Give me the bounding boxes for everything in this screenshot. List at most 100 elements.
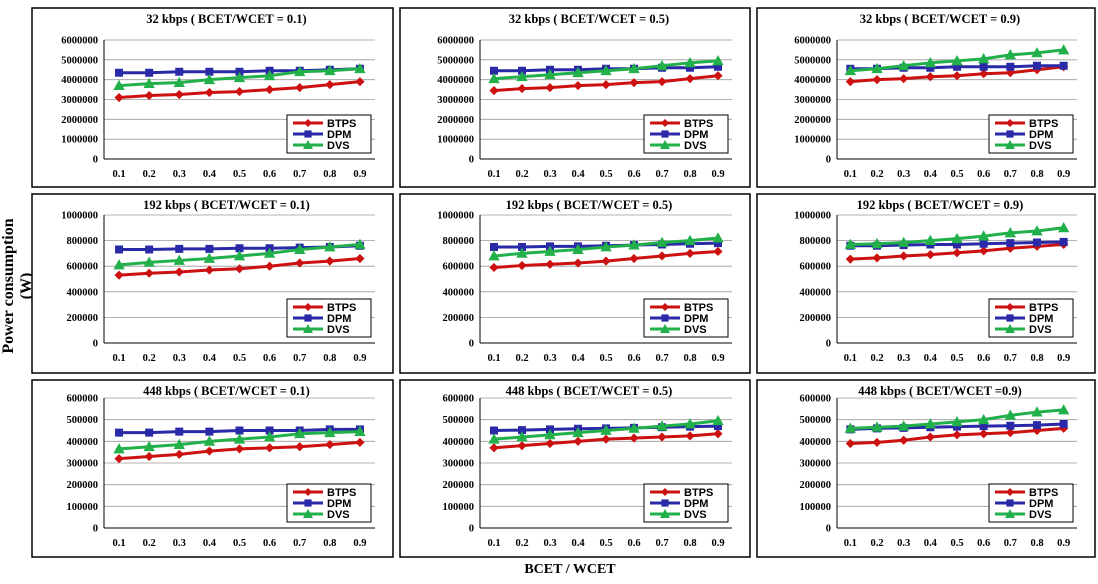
legend-marker-btps	[1006, 488, 1014, 496]
data-point-btps	[925, 250, 935, 260]
data-point-btps	[114, 92, 124, 103]
x-tick-label: 0.7	[655, 353, 668, 364]
x-tick-label: 0.1	[844, 169, 857, 180]
legend-marker-btps	[304, 488, 312, 496]
legend-label: BTPS	[327, 487, 356, 499]
data-point-btps	[629, 253, 639, 264]
y-tick-label: 1000000	[437, 211, 474, 222]
data-point-btps	[144, 90, 154, 101]
legend-label: DPM	[684, 498, 708, 510]
legend-label: BTPS	[1029, 118, 1058, 130]
x-tick-label: 0.3	[173, 169, 186, 180]
x-tick-label: 0.8	[323, 169, 336, 180]
y-tick-label: 0	[93, 339, 98, 350]
data-point-dpm	[518, 66, 526, 75]
legend-marker-dvs	[303, 140, 313, 149]
data-point-dvs	[263, 69, 276, 81]
data-point-btps	[685, 248, 695, 258]
y-tick-label: 0	[93, 524, 98, 535]
data-point-dvs	[354, 62, 366, 74]
data-point-btps	[979, 69, 989, 79]
x-tick-label: 0.2	[515, 353, 528, 364]
data-point-btps	[629, 433, 639, 443]
data-point-dvs	[684, 418, 696, 429]
data-point-dvs	[113, 79, 125, 91]
data-point-btps	[355, 77, 365, 87]
chart-title: 32 kbps ( BCET/WCET = 0.5)	[509, 12, 669, 26]
legend-box	[286, 298, 372, 338]
data-point-btps	[601, 80, 611, 90]
data-point-btps	[713, 71, 723, 81]
data-point-dvs	[897, 236, 910, 247]
x-tick-label: 0.9	[353, 353, 366, 364]
y-tick-label: 6000000	[437, 36, 474, 47]
data-point-btps	[174, 89, 184, 100]
x-tick-label: 0.4	[924, 538, 938, 549]
x-tick-label: 0.5	[950, 169, 963, 180]
data-point-dvs	[1031, 47, 1043, 58]
y-tick-label: 1000000	[437, 135, 474, 146]
legend-marker-dvs	[303, 509, 313, 518]
x-tick-label: 0.1	[487, 353, 500, 364]
legend-label: BTPS	[327, 302, 356, 314]
x-tick-label: 0.2	[143, 353, 156, 364]
data-point-dpm	[175, 67, 184, 76]
data-point-dvs	[844, 422, 857, 433]
x-tick-label: 0.2	[515, 169, 528, 180]
y-tick-label: 400000	[67, 437, 99, 448]
x-tick-label: 0.8	[683, 169, 696, 180]
data-point-dvs	[1004, 409, 1017, 420]
x-tick-label: 0.7	[655, 169, 668, 180]
data-point-dvs	[233, 71, 246, 83]
y-tick-label: 5000000	[61, 55, 98, 66]
legend-label: DPM	[684, 313, 708, 325]
x-tick-label: 0.6	[263, 169, 276, 180]
legend-marker-dvs	[1005, 324, 1015, 333]
data-point-dvs	[324, 64, 336, 76]
data-point-dvs	[572, 426, 584, 438]
y-tick-label: 300000	[67, 459, 99, 470]
data-point-btps	[355, 253, 365, 264]
y-tick-label: 3000000	[437, 95, 474, 106]
data-point-btps	[573, 258, 583, 268]
data-point-dvs	[628, 62, 640, 74]
x-tick-label: 0.9	[353, 538, 366, 549]
data-point-dpm	[1033, 421, 1041, 430]
data-point-dpm	[235, 244, 244, 253]
data-point-dvs	[684, 56, 696, 68]
y-tick-label: 600000	[443, 394, 475, 405]
data-point-btps	[899, 74, 909, 84]
x-tick-label: 0.8	[1030, 169, 1043, 180]
y-tick-label: 300000	[443, 459, 475, 470]
data-point-dpm	[1006, 421, 1015, 430]
legend-label: DPM	[1029, 129, 1053, 141]
legend-marker-dpm	[1006, 314, 1014, 322]
data-point-dvs	[516, 431, 528, 442]
chart-title: 192 kbps ( BCET/WCET = 0.9)	[857, 198, 1024, 212]
legend-marker-dpm	[1006, 499, 1014, 507]
y-tick-label: 1000000	[794, 135, 831, 146]
data-point-btps	[144, 451, 154, 462]
data-point-btps	[295, 442, 305, 452]
x-tick-label: 0.5	[599, 353, 612, 364]
x-tick-label: 0.6	[977, 538, 990, 549]
x-tick-label: 0.1	[844, 353, 857, 364]
legend-label: BTPS	[684, 487, 713, 499]
y-tick-label: 1000000	[61, 135, 98, 146]
data-point-btps	[265, 261, 275, 271]
x-tick-label: 0.1	[844, 538, 857, 549]
data-point-btps	[489, 86, 499, 96]
y-tick-label: 0	[469, 339, 474, 350]
data-point-dvs	[203, 435, 216, 446]
data-point-dvs	[951, 55, 963, 66]
data-point-dvs	[977, 230, 990, 241]
data-point-dvs	[1004, 49, 1017, 60]
x-tick-label: 0.9	[1057, 169, 1070, 180]
data-point-dvs	[233, 433, 246, 444]
data-point-btps	[872, 253, 882, 263]
x-tick-label: 0.9	[353, 169, 366, 180]
data-point-dvs	[233, 250, 246, 261]
legend-marker-dpm	[1006, 130, 1014, 138]
data-point-dpm	[235, 426, 244, 435]
data-point-dvs	[924, 234, 937, 245]
